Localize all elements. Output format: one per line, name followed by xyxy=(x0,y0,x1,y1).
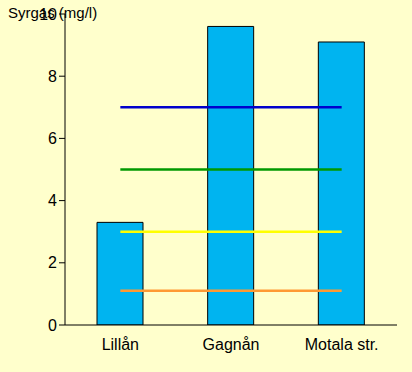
svg-text:4: 4 xyxy=(48,192,57,209)
svg-text:0: 0 xyxy=(48,317,57,334)
svg-text:8: 8 xyxy=(48,68,57,85)
svg-text:6: 6 xyxy=(48,130,57,147)
svg-text:2: 2 xyxy=(48,254,57,271)
svg-text:10: 10 xyxy=(39,6,57,23)
svg-text:Gagnån: Gagnån xyxy=(203,336,260,353)
svg-text:Lillån: Lillån xyxy=(102,336,139,353)
svg-text:Motala str.: Motala str. xyxy=(305,336,379,353)
